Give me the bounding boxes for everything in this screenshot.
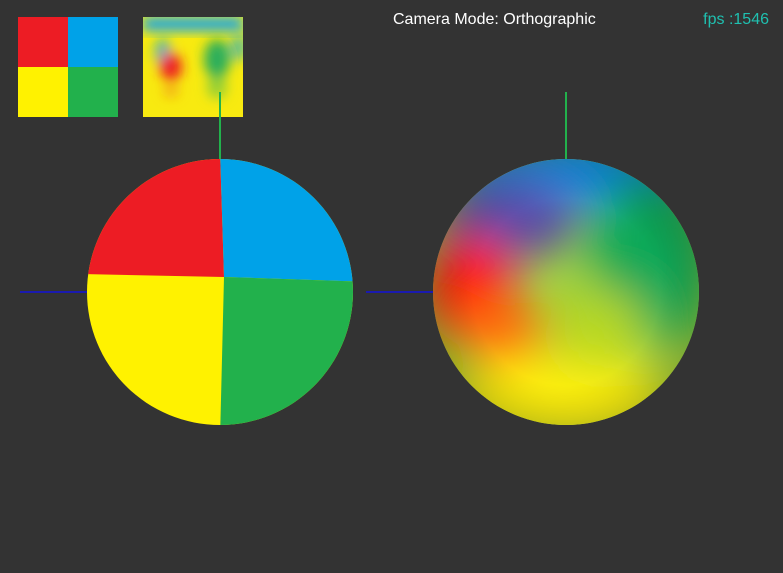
blended-sphere[interactable] bbox=[420, 130, 720, 445]
fps-counter: fps :1546 bbox=[703, 11, 769, 28]
quadrant-yellow bbox=[18, 67, 68, 117]
blurred-texture-thumbnail bbox=[143, 17, 243, 117]
quadrant-sphere[interactable] bbox=[80, 150, 370, 440]
blurred-texture-svg bbox=[143, 17, 243, 117]
camera-mode-label: Camera Mode: Orthographic bbox=[393, 11, 596, 28]
quadrant-red bbox=[18, 17, 68, 67]
quadrant-green bbox=[68, 67, 118, 117]
sphere-blue-region bbox=[220, 159, 353, 282]
sphere-red-region bbox=[87, 159, 224, 277]
quadrant-blue bbox=[68, 17, 118, 67]
sphere-green-region bbox=[220, 277, 353, 425]
quadrant-texture-thumbnail bbox=[18, 17, 118, 117]
